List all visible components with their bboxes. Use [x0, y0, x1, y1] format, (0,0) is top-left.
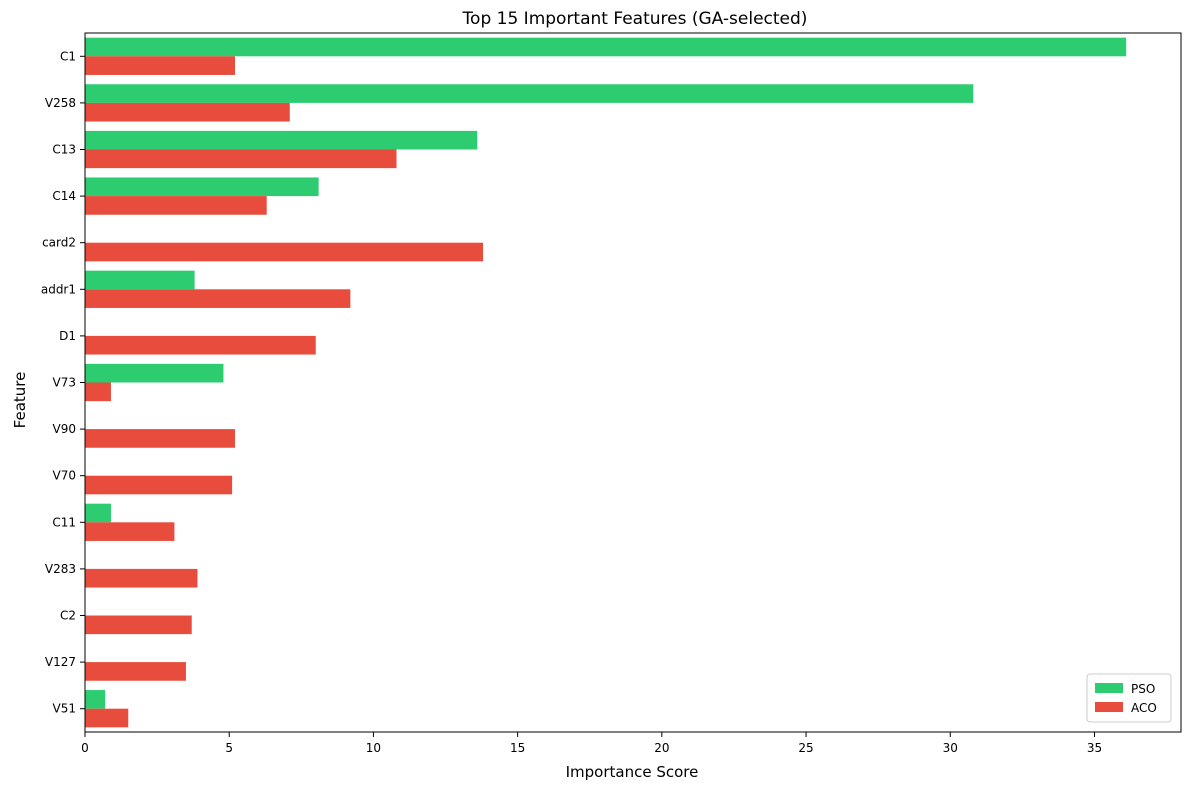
x-tick-label: 15 [510, 741, 525, 755]
bar-pso-v73 [85, 363, 224, 383]
bar-pso-c11 [85, 503, 111, 523]
y-tick-label-card2: card2 [42, 236, 76, 250]
bar-pso-c14 [85, 177, 319, 197]
y-tick-label-v127: V127 [45, 655, 76, 669]
y-tick-label-v283: V283 [45, 562, 76, 576]
x-tick-label: 10 [366, 741, 381, 755]
bar-aco-c11 [85, 522, 175, 541]
bars-layer [85, 37, 1127, 728]
y-tick-label-addr1: addr1 [41, 282, 76, 296]
x-tick-label: 0 [81, 741, 89, 755]
y-tick-label-c2: C2 [60, 609, 76, 623]
bar-aco-addr1 [85, 289, 351, 308]
x-tick-label: 30 [943, 741, 958, 755]
bar-aco-c1 [85, 56, 235, 75]
bar-pso-v258 [85, 84, 974, 103]
y-tick-label-c13: C13 [52, 143, 76, 157]
x-tick-label: 20 [654, 741, 669, 755]
bar-aco-v51 [85, 708, 129, 728]
bar-aco-c13 [85, 149, 397, 169]
bar-aco-v70 [85, 475, 233, 495]
x-axis-label: Importance Score [566, 763, 699, 781]
bar-aco-card2 [85, 242, 484, 262]
y-tick-label-v90: V90 [53, 422, 76, 436]
y-tick-label-c11: C11 [52, 515, 76, 529]
legend-label-aco: ACO [1131, 701, 1157, 715]
legend: PSO ACO [1086, 673, 1172, 723]
bar-aco-c2 [85, 615, 192, 635]
y-tick-label-v51: V51 [53, 702, 76, 716]
y-axis-ticks: C1 V258 C13 C14 card2 addr1 D1 V73 V90 V70 C11 V283… [41, 49, 85, 716]
chart-title: Top 15 Important Features (GA-selected) [462, 9, 808, 29]
bar-aco-v258 [85, 102, 290, 122]
legend-swatch-pso [1095, 683, 1123, 693]
y-tick-label-c1: C1 [60, 49, 76, 63]
y-axis-label: Feature [11, 372, 29, 429]
x-axis-ticks: 0 5 10 15 20 25 30 35 [81, 732, 1102, 755]
x-tick-label: 25 [798, 741, 813, 755]
x-tick-label: 35 [1087, 741, 1102, 755]
plot-frame [84, 32, 1182, 733]
bar-pso-c1 [85, 37, 1127, 57]
legend-box [1086, 673, 1172, 723]
x-tick-label: 5 [225, 741, 233, 755]
bar-aco-v90 [85, 429, 235, 448]
bar-pso-addr1 [85, 270, 195, 290]
bar-pso-v51 [85, 690, 106, 709]
bar-aco-v283 [85, 568, 198, 588]
y-tick-label-c14: C14 [52, 189, 76, 203]
y-tick-label-v258: V258 [45, 96, 76, 110]
bar-aco-d1 [85, 335, 316, 355]
y-tick-label-d1: D1 [59, 329, 76, 343]
legend-label-pso: PSO [1131, 682, 1155, 696]
bar-aco-v73 [85, 382, 111, 402]
bar-pso-c13 [85, 130, 478, 150]
bar-aco-c14 [85, 196, 267, 215]
y-tick-label-v70: V70 [53, 469, 76, 483]
bar-aco-v127 [85, 662, 186, 681]
legend-swatch-aco [1095, 702, 1123, 712]
y-tick-label-v73: V73 [53, 376, 76, 390]
